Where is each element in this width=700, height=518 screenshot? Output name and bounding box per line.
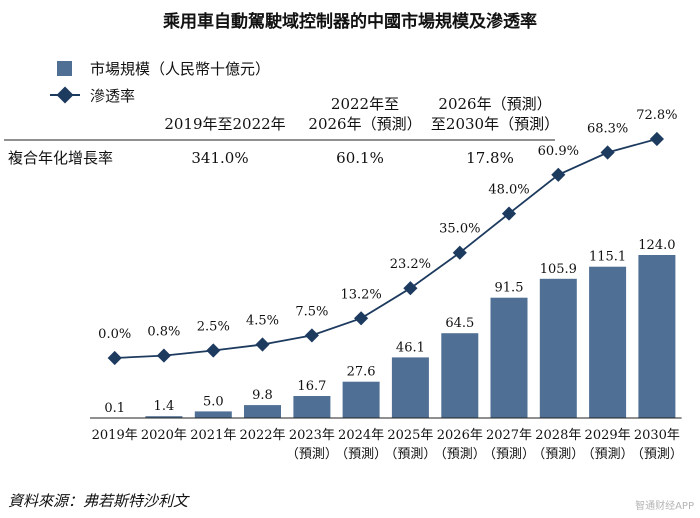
x-tick-label: 2027年 — [486, 428, 532, 443]
line-value-label: 35.0% — [439, 222, 480, 237]
bar — [244, 405, 281, 418]
legend: 市場規模（人民幣十億元） 滲透率 — [50, 60, 270, 105]
line-point-marker — [304, 328, 319, 343]
bar — [391, 357, 429, 418]
x-tick-label: 2021年 — [190, 428, 236, 443]
line-value-label: 48.0% — [488, 183, 529, 198]
x-tick-note: （預測） — [286, 447, 338, 462]
cagr-period-header: 至2030年（預測） — [431, 115, 559, 133]
source-note: 資料來源：弗若斯特沙利文 — [8, 492, 190, 510]
bar-value-label: 124.0 — [638, 238, 675, 253]
cagr-period-header: 2019年至2022年 — [164, 115, 285, 133]
line-value-label: 0.0% — [98, 327, 131, 342]
cagr-row-label: 複合年化增長率 — [8, 149, 113, 167]
cagr-period-header: 2026年（預測） — [308, 115, 421, 133]
x-tick-label: 2019年 — [92, 428, 138, 443]
bar — [441, 333, 479, 418]
bar-value-label: 105.9 — [540, 262, 577, 277]
bar-value-label: 9.8 — [252, 388, 273, 403]
bar — [194, 411, 232, 418]
bar-value-label: 27.6 — [347, 365, 376, 380]
line-value-label: 72.8% — [636, 108, 677, 123]
line-value-label: 13.2% — [340, 287, 381, 302]
line-value-label: 2.5% — [197, 320, 230, 335]
line-point-marker — [255, 337, 270, 352]
line-point-marker — [600, 145, 615, 160]
bar — [539, 278, 577, 418]
line-point-marker — [206, 343, 221, 358]
bar-value-label: 16.7 — [297, 379, 326, 394]
chart-title: 乘用車自動駕駛域控制器的中國市場規模及滲透率 — [162, 11, 537, 32]
legend-bar-label: 市場規模（人民幣十億元） — [90, 60, 270, 78]
line-point-marker — [403, 281, 418, 296]
legend-line-label: 滲透率 — [90, 87, 135, 105]
line-point-marker — [107, 350, 122, 366]
line-point-marker — [354, 311, 369, 326]
bar-value-label: 1.4 — [154, 399, 175, 414]
bar — [293, 396, 331, 418]
x-axis: 2019年 2020年 2021年 2022年 2023年（預測）2024年（預測）20… — [90, 417, 683, 462]
bar — [145, 416, 183, 418]
x-tick-label: 2023年 — [289, 428, 335, 443]
x-tick-note: （預測） — [384, 447, 436, 462]
cagr-value: 60.1% — [336, 149, 384, 167]
bar — [490, 297, 528, 418]
bar — [638, 255, 676, 418]
penetration-line — [114, 138, 658, 359]
cagr-value: 341.0% — [191, 149, 248, 167]
bar-value-label: 64.5 — [445, 316, 474, 331]
x-tick-note: （預測） — [532, 447, 584, 462]
cagr-table: 2019年至2022年 341.0% 2022年至 2026年（預測） 60.1% 202… — [4, 95, 559, 167]
x-tick-note: （預測） — [335, 447, 387, 462]
line-point-marker — [156, 348, 171, 363]
bar — [342, 381, 380, 418]
bar-value-label: 115.1 — [589, 250, 626, 265]
cagr-period-header: 2026年（預測） — [438, 95, 551, 113]
bar-series: 0.1 1.4 5.0 9.8 16.7 27.6 46.1 64.5 91.5 105.9 115… — [96, 238, 676, 418]
legend-line-marker-icon — [56, 86, 74, 104]
x-tick-label: 2028年 — [535, 428, 581, 443]
line-value-label: 4.5% — [246, 314, 279, 329]
legend-bar-swatch — [57, 61, 72, 76]
line-value-label: 23.2% — [390, 257, 431, 272]
x-tick-label: 2025年 — [387, 428, 433, 443]
cagr-period-header: 2022年至 — [331, 95, 399, 113]
x-tick-label: 2026年 — [437, 428, 483, 443]
bar — [589, 266, 627, 418]
bar-value-label: 91.5 — [495, 281, 524, 296]
line-value-label: 0.8% — [147, 325, 180, 340]
bar-value-label: 5.0 — [203, 394, 224, 409]
cagr-value: 17.8% — [466, 149, 514, 167]
x-tick-note: （預測） — [483, 447, 535, 462]
line-value-label: 68.3% — [587, 122, 628, 137]
line-value-label: 60.9% — [538, 144, 579, 159]
x-tick-note: （預測） — [434, 447, 486, 462]
x-tick-note: （預測） — [631, 447, 683, 462]
line-value-label: 7.5% — [295, 304, 328, 319]
line-point-marker — [551, 167, 566, 182]
x-tick-label: 2020年 — [141, 428, 187, 443]
line-point-marker — [501, 206, 517, 221]
line-point-marker — [649, 131, 664, 147]
bar-value-label: 0.1 — [104, 401, 125, 416]
line-point-marker — [452, 245, 467, 260]
watermark: 智通财经APP — [635, 499, 694, 512]
x-tick-note: （預測） — [582, 447, 634, 462]
x-tick-label: 2024年 — [338, 428, 384, 443]
line-series: 0.0% 0.8% 2.5% 4.5% 7.5% 13.2% 23.2% 35.0% 48.0%… — [98, 108, 678, 366]
x-tick-label: 2029年 — [585, 428, 631, 443]
x-tick-label: 2030年 — [634, 428, 680, 443]
bar-value-label: 46.1 — [396, 340, 425, 355]
x-tick-label: 2022年 — [239, 428, 285, 443]
